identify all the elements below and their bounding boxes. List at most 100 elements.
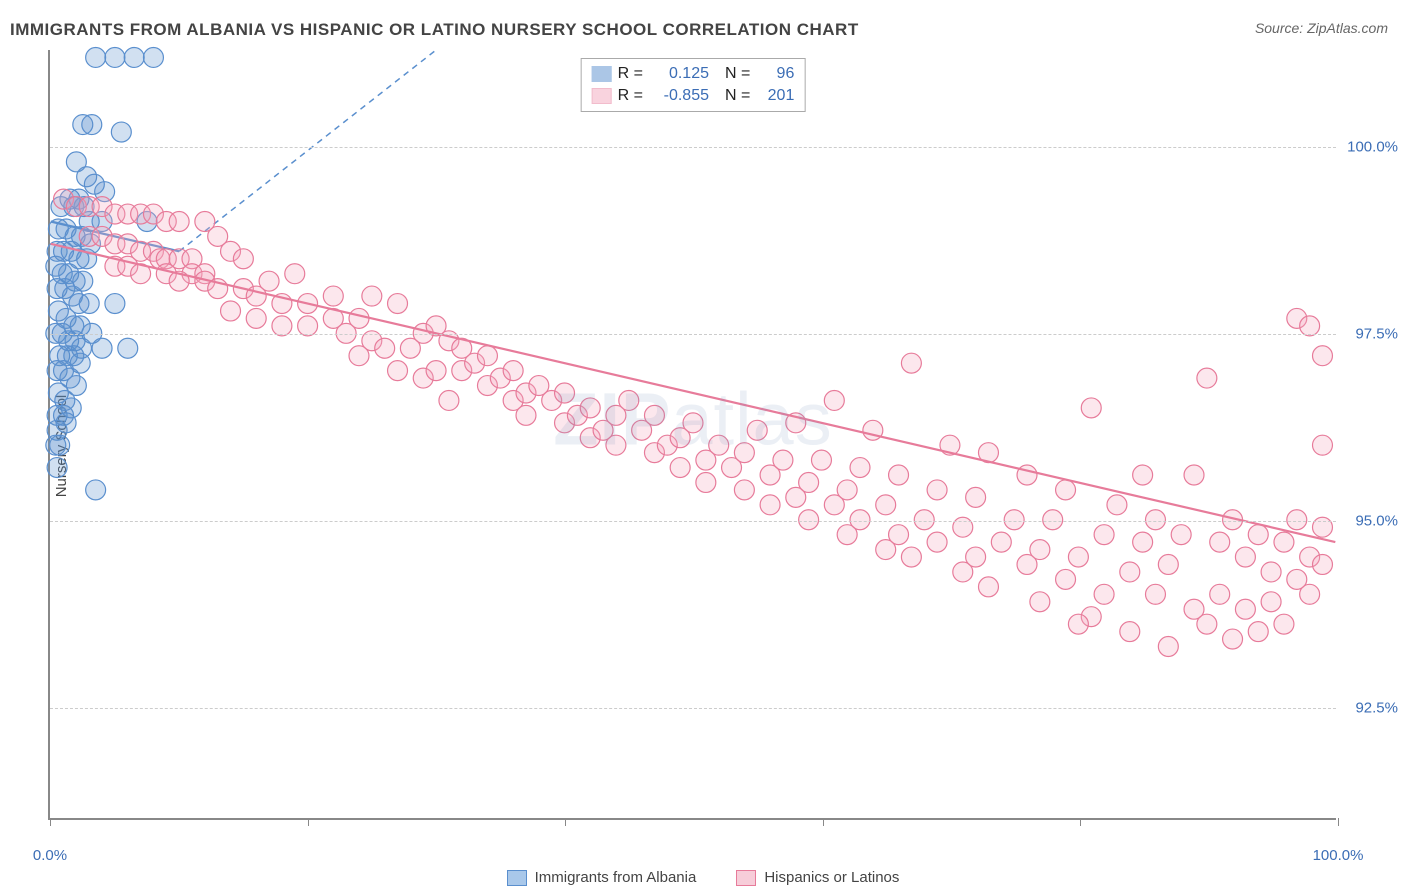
data-point — [298, 316, 318, 336]
legend-r-value: 0.125 — [649, 65, 709, 83]
legend-r-label: R = — [618, 65, 643, 83]
data-point — [86, 480, 106, 500]
legend-swatch — [736, 870, 756, 886]
data-point — [580, 398, 600, 418]
legend-n-value: 201 — [756, 87, 794, 105]
data-point — [1133, 465, 1153, 485]
source-attribution: Source: ZipAtlas.com — [1255, 20, 1388, 36]
data-point — [1068, 614, 1088, 634]
data-point — [1146, 584, 1166, 604]
data-point — [966, 487, 986, 507]
data-point — [914, 510, 934, 530]
data-point — [799, 510, 819, 530]
data-point — [876, 495, 896, 515]
legend-label: Hispanics or Latinos — [764, 869, 899, 886]
data-point — [1223, 629, 1243, 649]
data-point — [426, 361, 446, 381]
data-point — [734, 480, 754, 500]
data-point — [1287, 510, 1307, 530]
data-point — [375, 338, 395, 358]
data-point — [1313, 435, 1333, 455]
legend-swatch — [592, 66, 612, 82]
regression-line — [51, 244, 1336, 542]
legend-swatch — [507, 870, 527, 886]
y-tick-label: 95.0% — [1355, 512, 1398, 529]
legend-item: Hispanics or Latinos — [736, 869, 899, 886]
y-tick-label: 92.5% — [1355, 699, 1398, 716]
data-point — [1210, 532, 1230, 552]
x-tick — [50, 818, 51, 826]
data-point — [388, 361, 408, 381]
x-tick — [1080, 818, 1081, 826]
data-point — [124, 47, 144, 67]
regression-extension — [179, 50, 436, 251]
data-point — [1313, 346, 1333, 366]
data-point — [824, 390, 844, 410]
data-point — [1261, 592, 1281, 612]
data-point — [978, 577, 998, 597]
data-point — [1235, 599, 1255, 619]
data-point — [1248, 622, 1268, 642]
x-tick — [823, 818, 824, 826]
data-point — [105, 294, 125, 314]
series-legend: Immigrants from Albania Hispanics or Lati… — [0, 869, 1406, 886]
data-point — [1030, 540, 1050, 560]
data-point — [927, 480, 947, 500]
data-point — [246, 308, 266, 328]
data-point — [105, 47, 125, 67]
data-point — [323, 286, 343, 306]
data-point — [388, 294, 408, 314]
data-point — [1004, 510, 1024, 530]
x-tick — [565, 818, 566, 826]
data-point — [966, 547, 986, 567]
data-point — [670, 458, 690, 478]
data-point — [516, 405, 536, 425]
data-point — [555, 383, 575, 403]
data-point — [837, 480, 857, 500]
data-point — [1094, 584, 1114, 604]
data-point — [889, 525, 909, 545]
legend-item: Immigrants from Albania — [507, 869, 697, 886]
x-tick-label: 100.0% — [1313, 847, 1364, 864]
data-point — [1094, 525, 1114, 545]
data-point — [1107, 495, 1127, 515]
data-point — [850, 510, 870, 530]
data-point — [1171, 525, 1191, 545]
correlation-legend: R =0.125N =96R =-0.855N =201 — [581, 58, 806, 112]
data-point — [799, 472, 819, 492]
legend-n-value: 96 — [756, 65, 794, 83]
data-point — [1274, 532, 1294, 552]
data-point — [709, 435, 729, 455]
data-point — [221, 301, 241, 321]
data-point — [362, 286, 382, 306]
gridline — [50, 521, 1336, 522]
data-point — [272, 316, 292, 336]
data-point — [1056, 569, 1076, 589]
chart-title: IMMIGRANTS FROM ALBANIA VS HISPANIC OR L… — [10, 20, 859, 40]
data-point — [50, 435, 70, 455]
data-point — [644, 405, 664, 425]
data-point — [901, 353, 921, 373]
legend-n-label: N = — [725, 87, 750, 105]
data-point — [683, 413, 703, 433]
data-point — [1197, 614, 1217, 634]
data-point — [503, 361, 523, 381]
data-point — [734, 443, 754, 463]
legend-r-value: -0.855 — [649, 87, 709, 105]
data-point — [1068, 547, 1088, 567]
data-point — [1261, 562, 1281, 582]
data-point — [1146, 510, 1166, 530]
data-point — [1274, 614, 1294, 634]
legend-swatch — [592, 88, 612, 104]
data-point — [143, 47, 163, 67]
data-point — [1210, 584, 1230, 604]
data-point — [1300, 584, 1320, 604]
data-point — [92, 338, 112, 358]
gridline — [50, 708, 1336, 709]
data-point — [619, 390, 639, 410]
data-point — [82, 115, 102, 135]
data-point — [1313, 555, 1333, 575]
legend-row: R =0.125N =96 — [592, 63, 795, 85]
data-point — [991, 532, 1011, 552]
x-tick — [1338, 818, 1339, 826]
